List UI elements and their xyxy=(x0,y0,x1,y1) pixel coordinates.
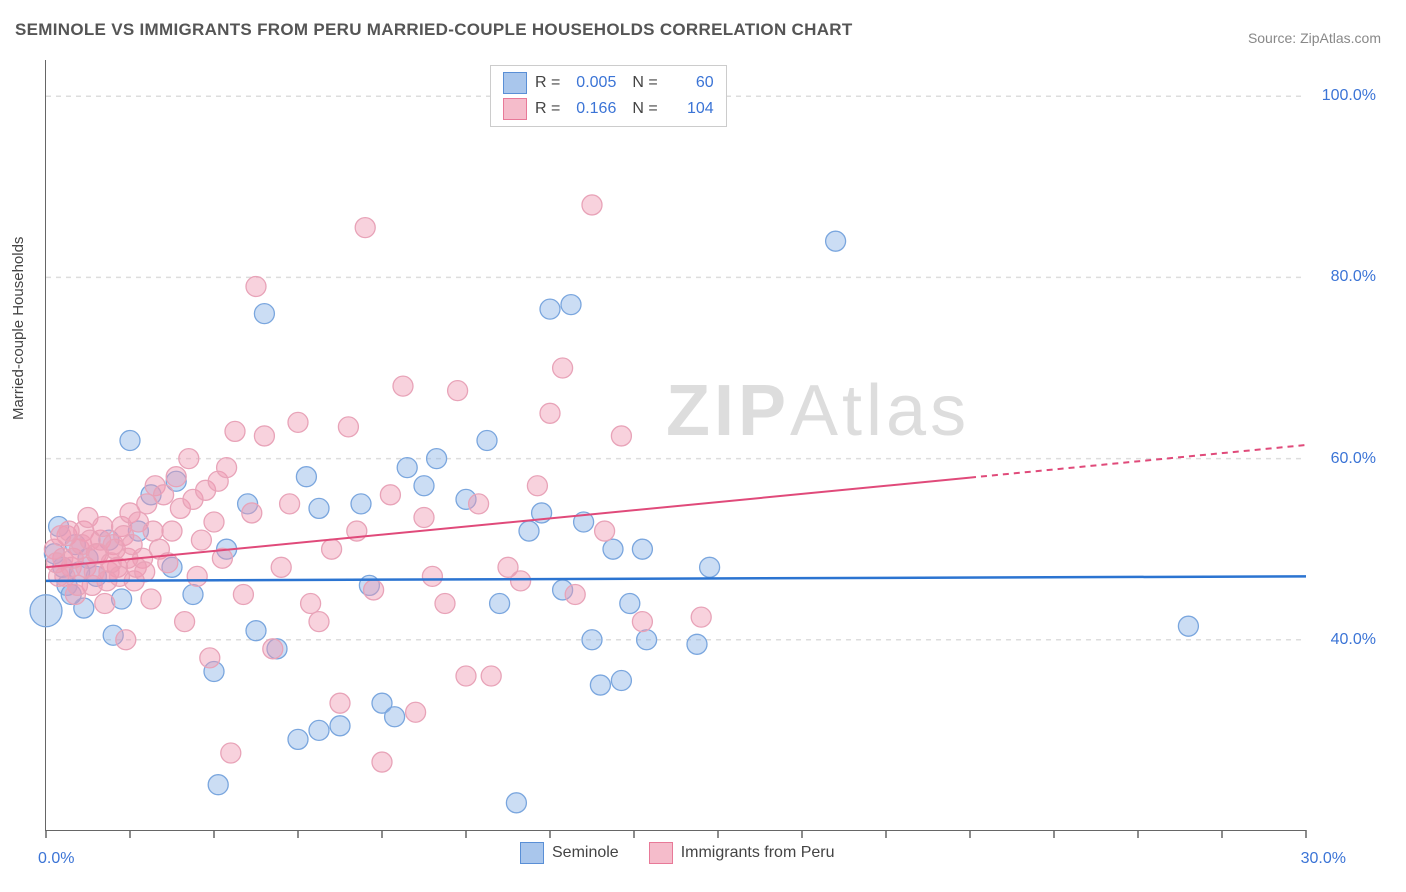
legend-r-1: 0.166 xyxy=(568,100,616,118)
legend-r-0: 0.005 xyxy=(568,74,616,92)
chart-title: SEMINOLE VS IMMIGRANTS FROM PERU MARRIED… xyxy=(15,20,853,40)
legend-n-1: 104 xyxy=(666,100,714,118)
legend-top: R = 0.005 N = 60 R = 0.166 N = 104 xyxy=(490,65,727,127)
y-grid-label: 80.0% xyxy=(1331,268,1376,286)
legend-label-1: Immigrants from Peru xyxy=(681,844,835,862)
y-grid-label: 60.0% xyxy=(1331,450,1376,468)
swatch-peru xyxy=(503,98,527,120)
y-grid-label: 40.0% xyxy=(1331,631,1376,649)
scatter-svg xyxy=(46,60,1306,830)
y-axis-label: Married-couple Households xyxy=(10,237,27,420)
swatch-seminole xyxy=(503,72,527,94)
legend-bottom: Seminole Immigrants from Peru xyxy=(520,842,835,864)
x-min-label: 0.0% xyxy=(38,850,74,868)
legend-bottom-1: Immigrants from Peru xyxy=(649,842,835,864)
legend-n-0: 60 xyxy=(666,74,714,92)
legend-bottom-0: Seminole xyxy=(520,842,619,864)
legend-row-0: R = 0.005 N = 60 xyxy=(503,72,714,94)
chart-source: Source: ZipAtlas.com xyxy=(1248,30,1381,46)
legend-label-0: Seminole xyxy=(552,844,619,862)
legend-row-1: R = 0.166 N = 104 xyxy=(503,98,714,120)
swatch-peru-b xyxy=(649,842,673,864)
y-grid-label: 100.0% xyxy=(1322,87,1376,105)
swatch-seminole-b xyxy=(520,842,544,864)
chart-container: SEMINOLE VS IMMIGRANTS FROM PERU MARRIED… xyxy=(0,0,1406,892)
x-max-label: 30.0% xyxy=(1301,850,1346,868)
plot-area: ZIPAtlas xyxy=(45,60,1306,831)
